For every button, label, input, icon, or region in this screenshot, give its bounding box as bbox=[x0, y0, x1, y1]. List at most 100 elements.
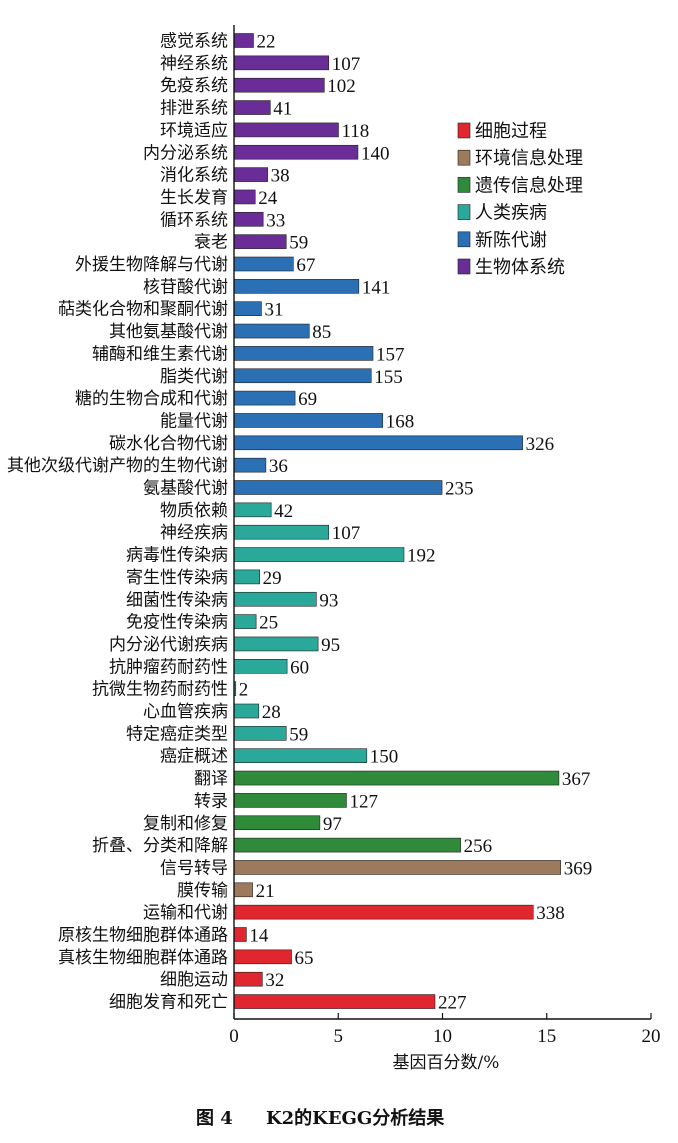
legend-swatch bbox=[457, 231, 471, 248]
bar bbox=[233, 502, 272, 518]
bar bbox=[233, 122, 339, 138]
figure-caption: 图 4 K2的KEGG分析结果 bbox=[196, 1107, 445, 1129]
bar-value-label: 107 bbox=[332, 523, 361, 544]
bar-value-label: 102 bbox=[327, 76, 356, 97]
category-label: 复制和修复 bbox=[143, 814, 228, 834]
legend-label: 生物体系统 bbox=[475, 257, 565, 278]
bar bbox=[233, 55, 330, 71]
bar-value-label: 227 bbox=[438, 993, 467, 1014]
bar-value-label: 14 bbox=[249, 926, 269, 947]
category-label: 真核生物细胞群体通路 bbox=[58, 948, 228, 968]
legend-swatch bbox=[457, 258, 471, 275]
caption-text: K2的KEGG分析结果 bbox=[266, 1107, 445, 1129]
category-label: 癌症概述 bbox=[160, 747, 228, 767]
legend-swatch bbox=[457, 149, 471, 166]
category-label: 内分泌系统 bbox=[143, 143, 228, 163]
category-label: 碳水化合物代谢 bbox=[109, 434, 228, 454]
category-label: 神经疾病 bbox=[160, 523, 228, 543]
bar-value-label: 29 bbox=[263, 568, 282, 589]
bar bbox=[233, 189, 256, 205]
bar-value-label: 69 bbox=[298, 389, 317, 410]
bar-value-label: 369 bbox=[564, 858, 593, 879]
bar bbox=[233, 927, 247, 942]
bar-value-label: 33 bbox=[266, 210, 285, 231]
legend-swatch bbox=[457, 177, 471, 193]
bar bbox=[233, 860, 561, 875]
category-label: 萜类化合物和聚酮代谢 bbox=[58, 300, 228, 320]
bar bbox=[233, 390, 296, 406]
bar-value-label: 32 bbox=[265, 970, 284, 991]
bar bbox=[233, 368, 372, 384]
category-label: 消化系统 bbox=[160, 166, 228, 186]
bar-value-label: 256 bbox=[464, 836, 493, 857]
category-label: 能量代谢 bbox=[160, 411, 228, 431]
bar-value-label: 157 bbox=[376, 344, 405, 365]
category-label: 免疫性传染病 bbox=[126, 613, 228, 633]
bar-value-label: 140 bbox=[361, 143, 390, 164]
bar-value-label: 22 bbox=[256, 32, 275, 53]
bar-value-label: 97 bbox=[323, 814, 342, 835]
category-label: 特定癌症类型 bbox=[126, 724, 228, 744]
x-tick-label: 0 bbox=[229, 1026, 239, 1047]
bar bbox=[233, 234, 287, 249]
legend-swatch bbox=[457, 204, 471, 220]
bar-value-label: 42 bbox=[274, 501, 293, 522]
category-label: 寄生性传染病 bbox=[126, 568, 228, 588]
caption-prefix: 图 4 bbox=[196, 1108, 233, 1129]
bar-value-label: 59 bbox=[289, 233, 308, 254]
bar bbox=[233, 793, 347, 808]
legend-label: 人类疾病 bbox=[475, 203, 547, 224]
bar bbox=[233, 636, 319, 652]
category-label: 辅酶和维生素代谢 bbox=[92, 344, 228, 364]
bar bbox=[233, 457, 267, 473]
bar-value-label: 107 bbox=[332, 54, 361, 75]
legend-label: 环境信息处理 bbox=[475, 148, 583, 169]
bar-value-label: 127 bbox=[349, 791, 378, 812]
bar-value-label: 31 bbox=[264, 300, 283, 321]
category-label: 细胞运动 bbox=[160, 970, 228, 990]
category-label: 衰老 bbox=[194, 233, 228, 253]
bar-value-label: 118 bbox=[341, 121, 369, 142]
bar bbox=[233, 346, 374, 361]
category-label: 抗肿瘤药耐药性 bbox=[109, 657, 228, 677]
bar-value-label: 41 bbox=[273, 99, 292, 120]
bar bbox=[233, 323, 310, 339]
category-label: 排泄系统 bbox=[160, 99, 228, 119]
bar-value-label: 65 bbox=[295, 948, 314, 969]
category-label: 糖的生物合成和代谢 bbox=[75, 389, 228, 409]
bar bbox=[233, 279, 360, 294]
bar bbox=[233, 904, 534, 920]
bar-value-label: 36 bbox=[269, 456, 288, 477]
category-label: 物质依赖 bbox=[160, 501, 228, 521]
bar-value-label: 28 bbox=[262, 702, 281, 723]
category-label: 信号转导 bbox=[160, 858, 228, 878]
bar bbox=[233, 994, 436, 1009]
bar bbox=[233, 882, 253, 898]
bar bbox=[233, 435, 523, 451]
legend-label: 新陈代谢 bbox=[475, 230, 547, 251]
bar bbox=[233, 837, 461, 853]
bar-value-label: 155 bbox=[374, 367, 403, 388]
bar bbox=[233, 100, 271, 115]
bar-value-label: 60 bbox=[290, 657, 309, 678]
bar-value-label: 141 bbox=[362, 277, 391, 298]
category-label: 细胞发育和死亡 bbox=[109, 993, 228, 1013]
bar bbox=[233, 614, 257, 629]
x-axis-label: 基因百分数/% bbox=[393, 1053, 500, 1073]
category-label: 脂类代谢 bbox=[160, 367, 228, 387]
category-label: 环境适应 bbox=[160, 121, 228, 141]
bar bbox=[233, 703, 260, 719]
bar bbox=[233, 815, 321, 831]
bar-value-label: 93 bbox=[319, 590, 338, 611]
bar bbox=[233, 770, 560, 786]
bar bbox=[233, 971, 263, 987]
category-label: 翻译 bbox=[194, 769, 228, 789]
bar bbox=[233, 726, 287, 741]
bar-value-label: 150 bbox=[370, 747, 399, 768]
category-label: 其他氨基酸代谢 bbox=[109, 322, 228, 342]
category-label: 氨基酸代谢 bbox=[143, 479, 228, 499]
bar bbox=[233, 748, 368, 764]
bar-value-label: 59 bbox=[289, 724, 308, 745]
category-label: 膜传输 bbox=[177, 881, 228, 901]
